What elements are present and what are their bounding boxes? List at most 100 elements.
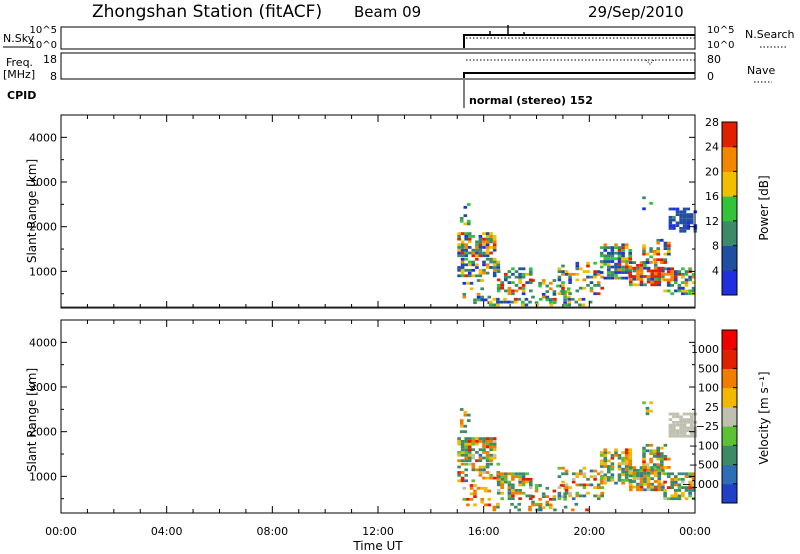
velocity-echo-cell (690, 423, 694, 427)
power-colorbar-tick-label: 12 (705, 215, 719, 228)
power-echo-cell (657, 280, 662, 284)
velocity-echo-cell (492, 445, 497, 449)
velocity-echo-cell (663, 497, 667, 501)
velocity-echo-cell (628, 448, 632, 452)
velocity-echo-cell (478, 456, 483, 460)
power-echo-cell (596, 272, 601, 276)
velocity-echo-cell (589, 483, 594, 487)
velocity-echo-cell (674, 491, 678, 495)
velocity-echo-cell (599, 451, 604, 454)
power-echo-cell (492, 260, 497, 264)
velocity-echo-cell (621, 478, 625, 482)
velocity-echo-cell (677, 489, 682, 492)
power-echo-cell (511, 292, 515, 296)
velocity-echo-cell (521, 472, 526, 476)
power-echo-cell (607, 276, 611, 280)
velocity-echo-cell (464, 473, 468, 477)
velocity-echo-cell (672, 420, 676, 424)
velocity-echo-cell (571, 497, 576, 501)
velocity-echo-cell (475, 468, 479, 472)
power-echo-cell (599, 271, 604, 274)
velocity-echo-cell (617, 462, 622, 466)
velocity-echo-cell (593, 486, 597, 489)
power-echo-cell (463, 205, 468, 209)
velocity-echo-cell (690, 415, 694, 419)
power-echo-cell (636, 275, 640, 278)
power-echo-cell (684, 270, 689, 273)
power-echo-cell (691, 286, 696, 290)
power-echo-cell (525, 281, 529, 284)
power-echo-cell (607, 257, 611, 261)
velocity-echo-cell (492, 456, 497, 460)
velocity-echo-cell (557, 486, 562, 489)
power-echo-cell (563, 301, 567, 305)
power-echo-cell (492, 248, 497, 252)
power-echo-cell (496, 303, 500, 307)
velocity-echo-cell (485, 459, 490, 463)
velocity-echo-cell (496, 475, 501, 478)
velocity-echo-cell (668, 432, 673, 435)
power-echo-cell (460, 243, 465, 247)
velocity-colorbar-tick-label: −500 (689, 459, 719, 472)
power-echo-cell (529, 289, 533, 293)
power-echo-cell (475, 263, 479, 267)
velocity-echo-cell (599, 454, 604, 457)
power-echo-cell (478, 268, 483, 272)
velocity-echo-cell (674, 480, 678, 484)
velocity-echo-cell (690, 420, 694, 424)
velocity-echo-cell (480, 486, 484, 490)
velocity-echo-cell (668, 434, 673, 438)
power-echo-cell (476, 292, 481, 296)
velocity-echo-cell (471, 465, 476, 469)
velocity-echo-cell (568, 491, 572, 495)
power-echo-cell (614, 251, 618, 255)
velocity-echo-cell (632, 485, 637, 489)
power-echo-cell (552, 279, 557, 282)
velocity-echo-cell (650, 469, 654, 472)
power-echo-cell (677, 270, 682, 273)
power-echo-cell (677, 284, 682, 287)
velocity-echo-cell (639, 482, 644, 486)
velocity-echo-cell (657, 480, 662, 483)
power-echo-cell (514, 289, 519, 293)
velocity-echo-cell (471, 437, 476, 440)
velocity-echo-cell (666, 486, 671, 489)
power-echo-cell (653, 269, 658, 273)
power-echo-cell (666, 284, 671, 287)
power-echo-cell (464, 232, 468, 235)
velocity-echo-cell (621, 467, 625, 471)
velocity-echo-cell (471, 448, 476, 452)
power-echo-cell (541, 281, 546, 285)
power-echo-cell (514, 275, 519, 279)
power-echo-cell (482, 268, 486, 272)
power-echo-cell (521, 267, 526, 271)
power-colorbar-tick-label: 28 (705, 116, 719, 129)
power-echo-cell (489, 251, 493, 255)
power-echo-cell (478, 248, 483, 252)
power-echo-cell (679, 213, 683, 216)
power-echo-cell (682, 224, 687, 227)
velocity-colorbar-segment (722, 387, 737, 408)
velocity-echo-cell (624, 467, 629, 471)
power-echo-cell (478, 251, 483, 255)
power-echo-cell (603, 257, 608, 261)
power-echo-cell (457, 243, 461, 247)
power-echo-cell (457, 274, 461, 278)
velocity-echo-cell (514, 475, 519, 478)
velocity-echo-cell (473, 484, 477, 487)
power-echo-cell (614, 262, 618, 266)
velocity-echo-cell (621, 459, 625, 463)
cpid-mode-label: normal (stereo) 152 (469, 94, 593, 107)
velocity-echo-cell (646, 471, 651, 475)
power-echo-cell (480, 298, 484, 302)
velocity-echo-cell (617, 473, 622, 477)
power-echo-cell (639, 266, 644, 270)
velocity-echo-cell (518, 483, 522, 487)
power-echo-cell (464, 263, 468, 267)
power-echo-cell (653, 261, 658, 264)
velocity-echo-cell (599, 478, 604, 482)
power-echo-cell (688, 289, 692, 293)
velocity-echo-cell (670, 477, 674, 481)
power-echo-cell (666, 267, 671, 271)
power-echo-cell (471, 254, 476, 258)
